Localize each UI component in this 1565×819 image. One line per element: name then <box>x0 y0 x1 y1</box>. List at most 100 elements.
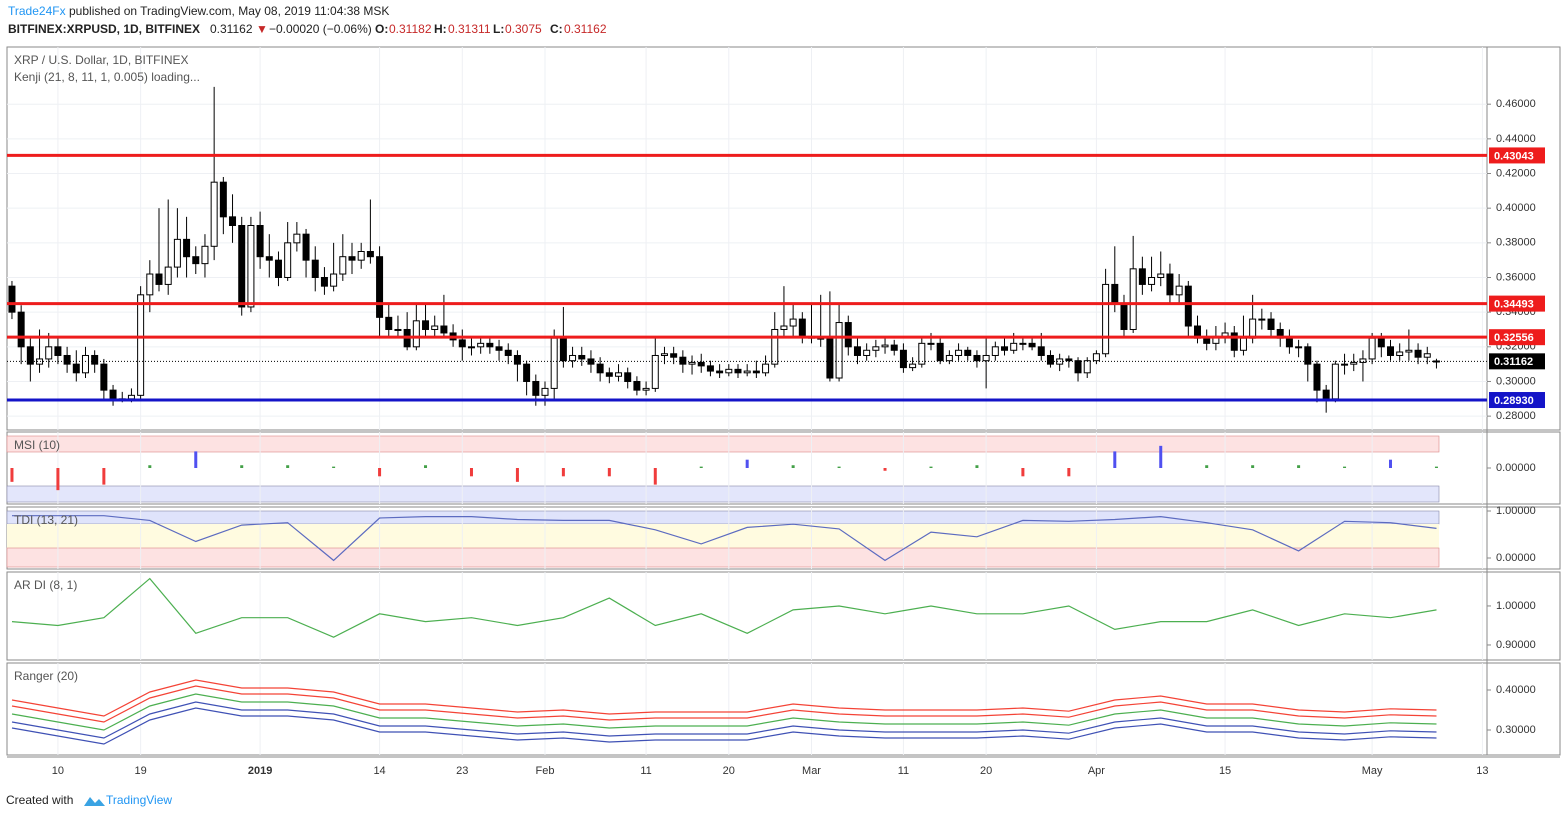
indicator-line <box>11 685 1437 723</box>
pane-frame <box>6 662 1561 756</box>
candle-body <box>229 216 237 227</box>
histogram-bar <box>102 468 106 485</box>
x-tick-label: 2019 <box>248 765 272 777</box>
pane-frame <box>6 46 1561 431</box>
candle-body <box>1414 349 1422 358</box>
candle-body <box>91 354 99 365</box>
indicator-band <box>6 435 1440 453</box>
y-tick-label: 0.40000 <box>1496 202 1536 214</box>
candle-body <box>1019 342 1027 345</box>
candle-body <box>210 181 218 247</box>
candle-body <box>467 346 475 349</box>
y-tick-label: 0.90000 <box>1496 639 1536 651</box>
candle-body <box>1285 337 1293 348</box>
candle-body <box>890 344 898 351</box>
candle-body <box>339 256 347 275</box>
candle-body <box>826 337 834 379</box>
y-tick-label: 1.00000 <box>1496 505 1536 517</box>
candle-body <box>1258 318 1266 321</box>
candle-body <box>1295 346 1303 349</box>
candle-body <box>752 370 760 374</box>
candle-body <box>495 346 503 351</box>
histogram-bar <box>148 465 152 468</box>
candle-body <box>8 285 16 313</box>
candle-body <box>716 370 724 374</box>
candle-body <box>1432 360 1440 363</box>
candle-body <box>1396 351 1404 356</box>
candle-body <box>780 325 788 330</box>
candle-body <box>734 368 742 374</box>
histogram-bar <box>653 468 657 485</box>
indicator-line <box>11 577 1437 638</box>
histogram-bar <box>240 465 244 468</box>
candle-body <box>1230 332 1238 351</box>
indicator-band <box>6 547 1440 568</box>
candle-body <box>1111 283 1119 304</box>
candle-body <box>523 363 531 382</box>
histogram-bar <box>1434 466 1438 468</box>
candle-body <box>183 238 191 258</box>
x-tick-label: 20 <box>980 765 992 777</box>
candle-body <box>330 273 338 287</box>
candle-body <box>422 320 430 330</box>
y-tick-label: 0.36000 <box>1496 271 1536 283</box>
indicator-line <box>11 693 1437 731</box>
candle-body <box>918 342 926 365</box>
indicator-band <box>6 510 1440 525</box>
candle-body <box>376 256 384 318</box>
candle-body <box>72 363 80 374</box>
level-label: 0.43043 <box>1494 150 1534 162</box>
candle-body <box>431 325 439 330</box>
candle-body <box>256 225 264 258</box>
low-value: 0.3075 <box>505 22 542 36</box>
pane-subtitle: Kenji (21, 8, 11, 1, 0.005) loading... <box>14 70 200 84</box>
level-label-bg <box>1489 392 1545 409</box>
x-tick-label: 23 <box>456 765 468 777</box>
histogram-bar <box>378 468 382 477</box>
candle-body <box>964 349 972 356</box>
indicator-line <box>11 679 1437 717</box>
candle-body <box>284 242 292 278</box>
candle-body <box>1304 346 1312 365</box>
candle-body <box>955 349 963 356</box>
footer-brand[interactable]: TradingView <box>106 793 172 807</box>
y-tick-label: 0.42000 <box>1496 167 1536 179</box>
pane-title: Ranger (20) <box>14 669 78 683</box>
candle-body <box>532 380 540 396</box>
histogram-bar <box>469 468 473 477</box>
candle-body <box>137 294 145 396</box>
candle-body <box>1157 273 1165 278</box>
candle-body <box>394 328 402 331</box>
indicator-line <box>11 701 1437 739</box>
histogram-bar <box>699 466 703 468</box>
candle-body <box>247 225 255 308</box>
histogram-bar <box>975 465 979 468</box>
symbol: BITFINEX:XRPUSD, 1D, BITFINEX <box>8 22 200 36</box>
last-price-bg <box>1489 353 1545 370</box>
candle-body <box>192 256 200 265</box>
candle-body <box>1239 337 1247 351</box>
candle-body <box>1129 268 1137 330</box>
publisher[interactable]: Trade24Fx <box>8 4 66 18</box>
candle-body <box>504 349 512 356</box>
candle-body <box>100 363 108 391</box>
candle-body <box>550 337 558 389</box>
candle-body <box>899 349 907 369</box>
histogram-bar <box>332 466 336 468</box>
candle-body <box>1010 342 1018 351</box>
histogram-bar <box>1251 465 1255 468</box>
candle-body <box>853 346 861 356</box>
candle-body <box>909 363 917 369</box>
candle-body <box>569 354 577 362</box>
histogram-bar <box>1021 468 1025 477</box>
histogram-bar <box>745 459 749 468</box>
candle-body <box>633 380 641 391</box>
candle-body <box>771 328 779 365</box>
y-tick-label: 0.44000 <box>1496 133 1536 145</box>
open-value: 0.31182 <box>389 22 432 36</box>
candle-body <box>578 354 586 360</box>
candle-body <box>1092 353 1100 362</box>
candle-body <box>164 266 172 285</box>
candle-body <box>357 250 365 261</box>
candle-body <box>798 318 806 337</box>
